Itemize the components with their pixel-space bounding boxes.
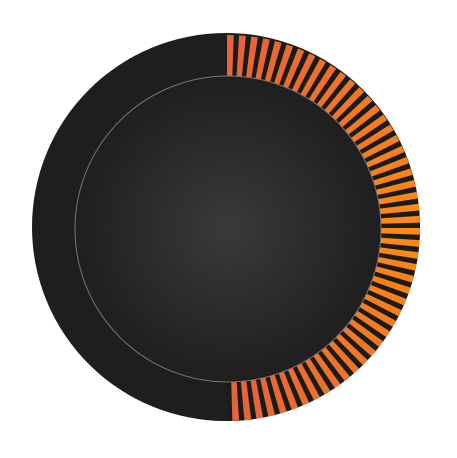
value-tick xyxy=(330,87,364,122)
value-tick-arc xyxy=(227,35,420,421)
value-tick xyxy=(339,324,376,357)
value-tick xyxy=(303,355,331,395)
knob-inner-face[interactable] xyxy=(74,75,382,383)
value-tick xyxy=(268,371,287,414)
value-tick xyxy=(359,135,400,160)
value-tick xyxy=(326,338,360,374)
value-tick xyxy=(377,228,420,235)
value-tick xyxy=(295,360,320,401)
value-tick xyxy=(351,308,390,338)
value-tick xyxy=(367,156,409,178)
value-tick xyxy=(356,300,397,327)
value-tick xyxy=(370,168,413,187)
value-tick xyxy=(315,71,346,110)
value-tick xyxy=(245,36,258,79)
value-tick xyxy=(363,145,405,169)
value-tick xyxy=(343,104,380,136)
value-tick xyxy=(376,203,420,215)
value-tick xyxy=(264,41,282,84)
value-tick xyxy=(311,350,341,389)
value-tick xyxy=(291,53,316,94)
value-tick xyxy=(277,368,299,410)
value-tick xyxy=(282,48,305,90)
value-tick xyxy=(231,378,240,421)
value-tick xyxy=(319,344,351,381)
value-tick xyxy=(365,283,407,306)
value-tick xyxy=(377,237,420,247)
value-tick xyxy=(227,35,234,78)
value-tick xyxy=(337,95,373,129)
value-tick xyxy=(373,180,416,196)
value-tick xyxy=(374,256,417,271)
value-tick xyxy=(375,191,418,205)
value-tick xyxy=(250,376,264,419)
value-tick xyxy=(376,246,419,259)
value-tick xyxy=(307,65,337,104)
value-tick xyxy=(259,374,275,417)
value-tick xyxy=(371,265,414,283)
value-tick xyxy=(286,364,310,406)
value-tick xyxy=(323,79,356,116)
value-tick xyxy=(349,114,388,144)
value-tick xyxy=(345,316,384,347)
value-tick xyxy=(354,124,394,152)
value-tick xyxy=(255,38,270,81)
value-tick xyxy=(368,274,411,295)
value-tick xyxy=(236,35,246,78)
value-tick xyxy=(333,331,368,365)
value-tick xyxy=(377,215,420,224)
value-tick xyxy=(240,377,252,421)
value-tick xyxy=(273,44,294,87)
value-tick xyxy=(299,58,326,99)
value-tick xyxy=(361,292,402,317)
